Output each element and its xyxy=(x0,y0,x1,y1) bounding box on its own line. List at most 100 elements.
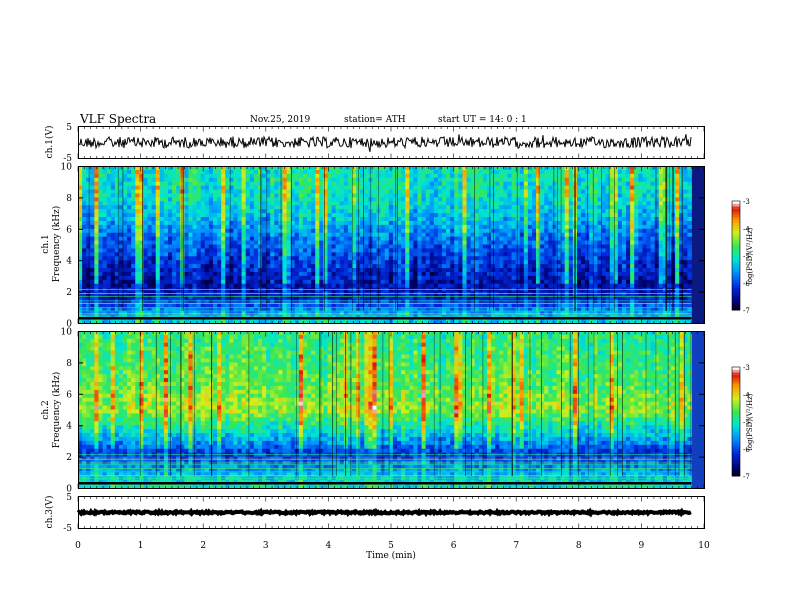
spectrogram-cell xyxy=(356,181,361,187)
spectrogram-cell xyxy=(229,240,234,245)
spectrogram-cell xyxy=(82,236,87,241)
spectrogram-cell xyxy=(127,166,132,171)
spectrogram-cell xyxy=(446,220,451,226)
spectrogram-cell xyxy=(360,248,365,253)
spectrogram-cell xyxy=(106,283,112,289)
spectrogram-cell xyxy=(519,197,525,202)
spectrogram-cell xyxy=(200,252,206,257)
spectrogram-cell xyxy=(613,279,619,285)
spectrogram-cell xyxy=(302,275,308,281)
spectrogram-cell xyxy=(315,166,320,171)
spectrogram-cell xyxy=(666,177,672,183)
spectrogram-cell xyxy=(139,193,144,198)
spectrogram-cell xyxy=(204,228,210,234)
spectrogram-cell xyxy=(155,236,161,241)
spectrogram-cell xyxy=(180,217,185,222)
spectrogram-cell xyxy=(114,240,120,245)
spectrogram-cell xyxy=(568,224,574,230)
spectrogram-cell xyxy=(576,166,582,171)
spectrogram-cell xyxy=(204,275,210,281)
spectrogram-cell xyxy=(437,201,443,206)
spectrogram-cell xyxy=(576,209,582,214)
spectrogram-cell xyxy=(589,256,594,261)
spectrogram-cell xyxy=(568,201,574,206)
spectrogram-cell xyxy=(253,197,259,202)
spectrogram-cell xyxy=(540,252,545,257)
spectrogram-cell xyxy=(425,256,431,261)
spectrogram-cell xyxy=(556,232,561,238)
spectrogram-cell xyxy=(241,275,247,281)
spectrogram-cell xyxy=(621,189,627,194)
spectrogram-cell xyxy=(249,268,255,273)
spectrogram-cell xyxy=(671,260,676,265)
spectrogram-cell xyxy=(78,248,83,253)
spectrogram-cell xyxy=(568,232,574,238)
spectrogram-cell xyxy=(642,232,647,238)
spectrogram-cell xyxy=(78,217,83,222)
spectrogram-cell xyxy=(576,271,582,277)
spectrogram-cell xyxy=(290,279,296,285)
spectrogram-cell xyxy=(94,181,99,187)
spectrogram-cell xyxy=(90,217,95,222)
spectrogram-cell xyxy=(249,166,255,171)
spectrogram-cell xyxy=(102,256,108,261)
spectrogram-cell xyxy=(486,213,492,218)
spectrogram-cell xyxy=(98,213,103,218)
spectrogram-cell xyxy=(662,217,668,222)
spectrogram-cell xyxy=(384,287,390,293)
spectrogram-cell xyxy=(630,232,635,238)
spectrogram-cell xyxy=(270,181,275,187)
spectrogram-cell xyxy=(413,185,418,190)
spectrogram-cell xyxy=(662,197,668,202)
spectrogram-cell xyxy=(495,201,500,206)
spectrogram-cell xyxy=(503,244,508,249)
spectrogram-cell xyxy=(548,268,553,273)
spectrogram-cell xyxy=(609,279,615,285)
spectrogram-cell xyxy=(331,240,337,245)
spectrogram-cell xyxy=(122,252,128,257)
spectrogram-cell xyxy=(372,189,377,194)
spectrogram-cell xyxy=(241,268,247,273)
spectrogram-cell xyxy=(237,177,242,183)
spectrogram-cell xyxy=(564,256,570,261)
spectrogram-cell xyxy=(499,228,504,234)
spectrogram-cell xyxy=(94,283,99,289)
spectrogram-cell xyxy=(253,264,259,269)
spectrogram-cell xyxy=(650,283,656,289)
spectrogram-cell xyxy=(257,201,263,206)
spectrogram-cell xyxy=(650,209,656,214)
spectrogram-cell xyxy=(437,213,443,218)
spectrogram-cell xyxy=(519,283,525,289)
spectrogram-cell xyxy=(311,166,316,171)
spectrogram-cell xyxy=(180,268,185,273)
spectrogram-cell xyxy=(352,228,357,234)
spectrogram-cell xyxy=(347,169,353,175)
spectrogram-cell xyxy=(127,236,132,241)
spectrogram-cell xyxy=(679,213,684,218)
spectrogram-cell xyxy=(262,244,267,249)
spectrogram-cell xyxy=(315,209,320,214)
spectrogram-cell xyxy=(601,193,606,198)
spectrogram-cell xyxy=(188,213,193,218)
spectrogram-cell xyxy=(454,220,459,226)
spectrogram-cell xyxy=(143,228,148,234)
spectrogram-cell xyxy=(180,248,185,253)
spectrogram-cell xyxy=(433,240,439,245)
spectrogram-cell xyxy=(683,220,688,226)
spectrogram-cell xyxy=(266,201,271,206)
spectrogram-cell xyxy=(298,173,304,179)
spectrogram-cell xyxy=(237,268,242,273)
spectrogram-cell xyxy=(368,232,373,238)
spectrogram-cell xyxy=(392,193,398,198)
spectrogram-cell xyxy=(409,268,414,273)
spectrogram-cell xyxy=(90,201,95,206)
spectrogram-cell xyxy=(86,252,91,257)
spectrogram-cell xyxy=(257,268,263,273)
spectrogram-cell xyxy=(450,224,455,230)
spectrogram-cell xyxy=(200,213,206,218)
spectrogram-cell xyxy=(654,271,660,277)
spectrogram-cell xyxy=(507,201,512,206)
spectrogram-cell xyxy=(417,283,422,289)
spectrogram-cell xyxy=(482,201,488,206)
spectrogram-cell xyxy=(384,173,390,179)
